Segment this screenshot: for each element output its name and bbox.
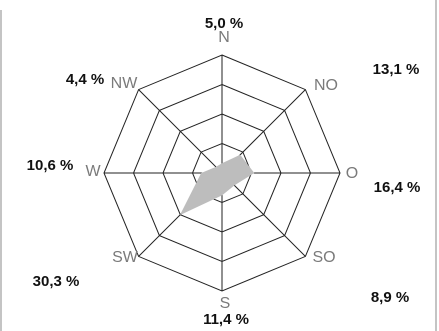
data-area-layer xyxy=(179,154,255,216)
value-label-nw: 4,4 % xyxy=(66,71,104,88)
data-area xyxy=(179,154,255,216)
value-labels: 5,0 % 13,1 % 16,4 % 8,9 % 11,4 % 30,3 % 10,6 %… xyxy=(27,15,421,328)
value-label-no: 13,1 % xyxy=(373,61,420,78)
value-label-s: 11,4 % xyxy=(203,311,249,328)
value-label-so: 8,9 % xyxy=(371,289,409,306)
spoke-nw xyxy=(138,89,223,174)
spoke-so xyxy=(221,172,306,257)
direction-label-w: W xyxy=(85,163,101,180)
value-label-sw: 30,3 % xyxy=(33,273,80,290)
direction-label-o: O xyxy=(346,165,358,182)
direction-label-so: SO xyxy=(312,249,335,266)
value-label-o: 16,4 % xyxy=(374,179,421,196)
value-label-n: 5,0 % xyxy=(205,15,243,32)
direction-label-sw: SW xyxy=(112,249,139,266)
direction-label-s: S xyxy=(220,295,231,312)
direction-labels: N NO O SO S SW W NW xyxy=(85,29,358,312)
direction-label-n: N xyxy=(218,29,230,46)
direction-label-nw: NW xyxy=(111,75,139,92)
value-label-w: 10,6 % xyxy=(27,157,74,174)
direction-label-no: NO xyxy=(314,77,338,94)
